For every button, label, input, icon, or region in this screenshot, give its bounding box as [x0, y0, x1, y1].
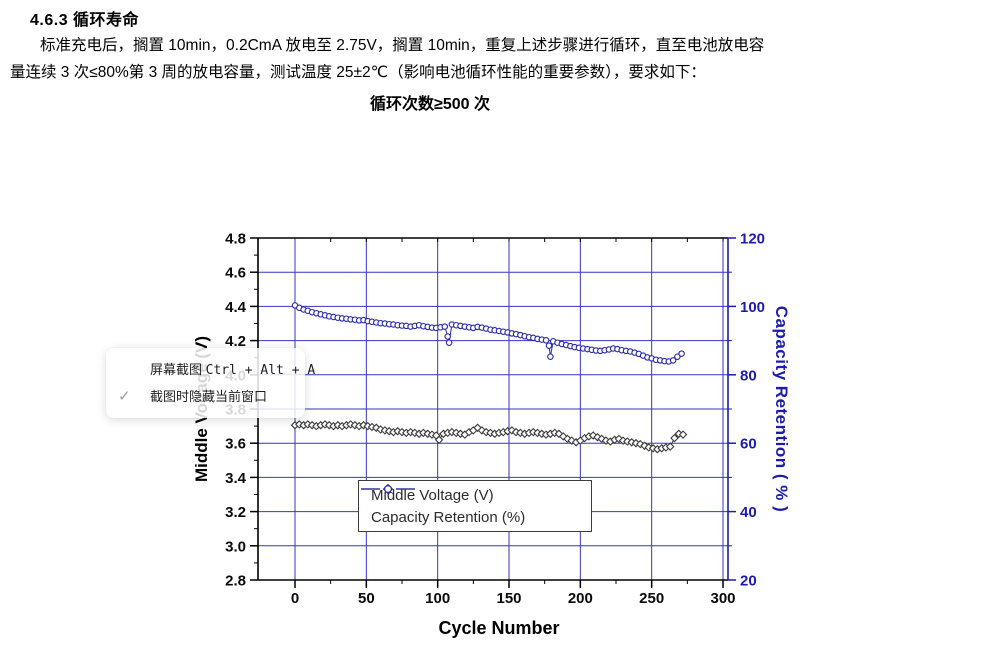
svg-text:50: 50	[358, 590, 375, 607]
menu-item-hide-window[interactable]: ✓ 截图时隐藏当前窗口	[106, 382, 305, 412]
screenshot-shortcut: Ctrl + Alt + A	[205, 363, 316, 378]
svg-text:4.6: 4.6	[225, 265, 246, 282]
right-tick-labels: 20 40 60 80 100 120	[740, 231, 765, 590]
legend-label-middle-voltage: Middle Voltage (V)	[371, 486, 494, 504]
svg-text:100: 100	[425, 590, 450, 607]
svg-text:300: 300	[710, 590, 735, 607]
series-middle-voltage	[290, 420, 688, 454]
diamond-marker	[678, 430, 688, 439]
svg-text:40: 40	[740, 504, 757, 521]
diamond-marker	[665, 442, 675, 451]
svg-text:100: 100	[740, 299, 765, 316]
circle-marker	[444, 333, 451, 340]
svg-text:150: 150	[496, 590, 521, 607]
cycle-life-chart: 2.83.03.23.43.63.84.04.24.44.64.82040608…	[180, 225, 820, 650]
screenshot-menu-label: 屏幕截图	[150, 362, 203, 377]
svg-text:2.8: 2.8	[225, 573, 246, 590]
circle-marker	[445, 339, 453, 346]
check-icon: ✓	[118, 388, 131, 405]
svg-text:3.0: 3.0	[225, 538, 246, 555]
circle-marker	[678, 350, 685, 357]
svg-text:4.2: 4.2	[225, 333, 246, 350]
series-capacity-retention	[291, 302, 685, 365]
svg-text:80: 80	[740, 367, 757, 384]
gridlines	[258, 238, 728, 580]
svg-text:0: 0	[291, 590, 299, 607]
x-tick-labels: 0 50 100 150 200 250 300	[291, 590, 736, 607]
circle-marker	[545, 342, 553, 349]
circle-marker	[542, 337, 550, 344]
svg-text:4.4: 4.4	[225, 299, 247, 316]
chart-legend: Middle Voltage (V) Capacity Retention (%…	[358, 480, 592, 532]
svg-text:3.6: 3.6	[225, 436, 246, 453]
diamond-marker	[434, 435, 444, 445]
legend-label-capacity-retention: Capacity Retention (%)	[371, 508, 526, 526]
svg-text:4.8: 4.8	[225, 231, 246, 248]
paragraph-line-2: 量连续 3 次≤80%第 3 周的放电容量，测试温度 25±2℃（影响电池循环性…	[10, 64, 706, 81]
paragraph-line-1: 标准充电后，搁置 10min，0.2CmA 放电至 2.75V，搁置 10min…	[40, 37, 765, 54]
section-heading: 4.6.3 循环寿命	[30, 12, 140, 29]
menu-item-screenshot[interactable]: 屏幕截图 Ctrl + Alt + A	[106, 355, 315, 385]
circle-marker	[669, 357, 677, 364]
circle-marker	[441, 323, 449, 330]
circle-marker	[674, 353, 681, 360]
svg-text:60: 60	[740, 436, 757, 453]
cycle-requirement: 循环次数≥500 次	[370, 96, 490, 113]
circle-marker	[547, 353, 554, 360]
svg-text:3.4: 3.4	[225, 470, 247, 487]
svg-text:120: 120	[740, 231, 765, 248]
circle-marker-icon	[361, 484, 415, 494]
legend-row-capacity-retention: Capacity Retention (%)	[361, 484, 591, 528]
screenshot-tool-popup: 屏幕截图 Ctrl + Alt + A ✓ 截图时隐藏当前窗口	[106, 348, 315, 418]
svg-text:250: 250	[639, 590, 664, 607]
axis-ticks	[250, 237, 736, 588]
diamond-marker	[670, 433, 679, 443]
svg-text:200: 200	[568, 590, 593, 607]
chart-canvas: 2.83.03.23.43.63.84.04.24.44.64.82040608…	[225, 231, 765, 608]
svg-text:3.2: 3.2	[225, 504, 246, 521]
svg-text:20: 20	[740, 573, 757, 590]
hide-window-label: 截图时隐藏当前窗口	[150, 389, 268, 404]
